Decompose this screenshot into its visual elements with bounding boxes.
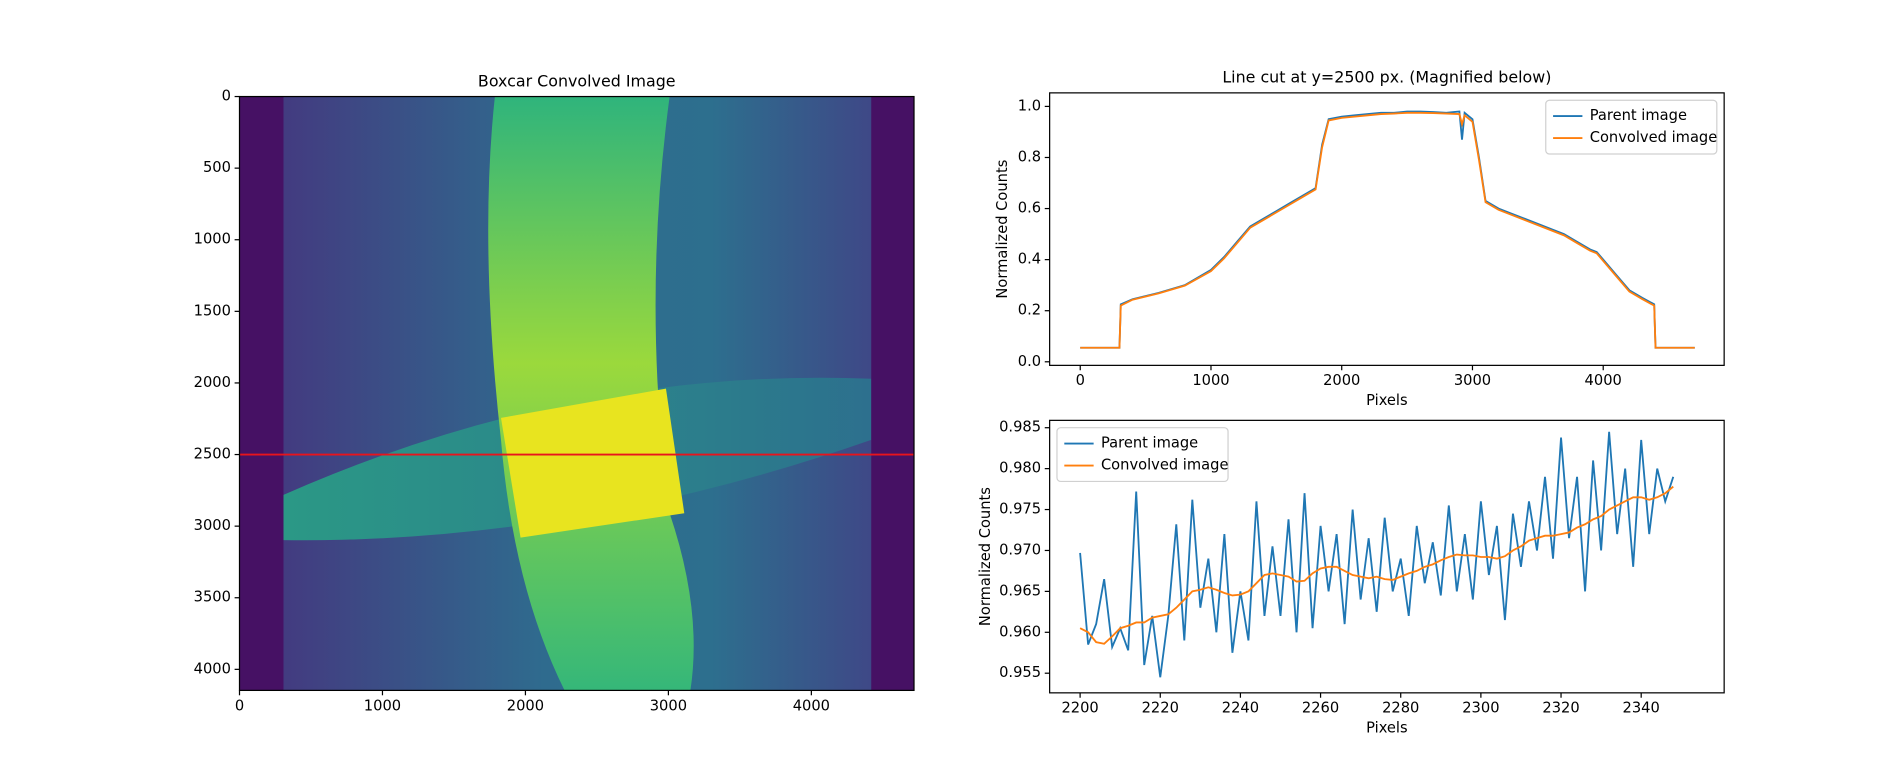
y-tick-label: 2500 <box>194 446 231 463</box>
y-axis-label: Normalized Counts <box>977 487 994 626</box>
y-tick-label: 0.4 <box>1018 251 1041 268</box>
x-tick-label: 2280 <box>1382 700 1419 717</box>
x-tick-label: 2340 <box>1623 700 1660 717</box>
x-tick-label: 2320 <box>1542 700 1579 717</box>
x-tick-label: 2000 <box>1323 372 1360 389</box>
x-tick-label: 2220 <box>1142 700 1179 717</box>
series-line <box>1079 431 1675 678</box>
x-tick-label: 4000 <box>793 697 830 714</box>
y-tick-label: 4000 <box>194 660 231 677</box>
series-line <box>1080 111 1695 349</box>
y-tick-label: 1.0 <box>1018 97 1041 114</box>
y-tick-label: 0.970 <box>999 541 1041 558</box>
y-tick-label: 0.6 <box>1018 200 1041 217</box>
y-tick-label: 0.8 <box>1018 148 1041 165</box>
x-tick-label: 0 <box>1076 372 1085 389</box>
chart-title: Boxcar Convolved Image <box>478 71 676 90</box>
y-tick-label: 0.965 <box>999 582 1041 599</box>
x-tick-label: 2300 <box>1462 700 1499 717</box>
chart-title: Line cut at y=2500 px. (Magnified below) <box>1222 68 1551 87</box>
y-axis-label: Normalized Counts <box>994 160 1011 299</box>
y-tick-label: 3500 <box>194 589 231 606</box>
x-tick-label: 3000 <box>1454 372 1491 389</box>
legend-box <box>1056 427 1229 483</box>
y-tick-label: 0.0 <box>1018 353 1041 370</box>
y-tick-label: 0.980 <box>999 460 1041 477</box>
heatmap <box>239 96 915 691</box>
x-axis-label: Pixels <box>1366 719 1408 736</box>
x-tick-label: 2200 <box>1061 700 1098 717</box>
y-tick-label: 3000 <box>194 517 231 534</box>
y-tick-label: 0 <box>222 88 231 105</box>
x-tick-label: 2240 <box>1222 700 1259 717</box>
legend-label: Convolved image <box>1590 129 1718 146</box>
y-tick-label: 0.960 <box>999 623 1041 640</box>
x-tick-label: 1000 <box>364 697 401 714</box>
series-line <box>1079 485 1674 645</box>
legend-label: Convolved image <box>1101 457 1229 474</box>
plot-frame <box>238 95 915 692</box>
y-tick-label: 1500 <box>194 302 231 319</box>
x-tick-label: 1000 <box>1192 372 1229 389</box>
x-tick-label: 2260 <box>1302 700 1339 717</box>
y-tick-label: 0.975 <box>999 501 1041 518</box>
y-tick-label: 2000 <box>194 374 231 391</box>
y-tick-label: 0.955 <box>999 664 1041 681</box>
y-tick-label: 0.2 <box>1018 302 1041 319</box>
legend-label: Parent image <box>1101 435 1198 452</box>
x-tick-label: 4000 <box>1585 372 1622 389</box>
plot-frame <box>1049 92 1725 366</box>
legend-label: Parent image <box>1590 107 1687 124</box>
plot-frame <box>1049 419 1725 694</box>
x-tick-label: 0 <box>235 697 244 714</box>
y-tick-label: 500 <box>203 159 231 176</box>
legend-box <box>1545 99 1718 155</box>
y-tick-label: 0.985 <box>999 419 1041 436</box>
x-tick-label: 2000 <box>507 697 544 714</box>
y-tick-label: 1000 <box>194 231 231 248</box>
x-axis-label: Pixels <box>1366 392 1408 409</box>
x-tick-label: 3000 <box>650 697 687 714</box>
